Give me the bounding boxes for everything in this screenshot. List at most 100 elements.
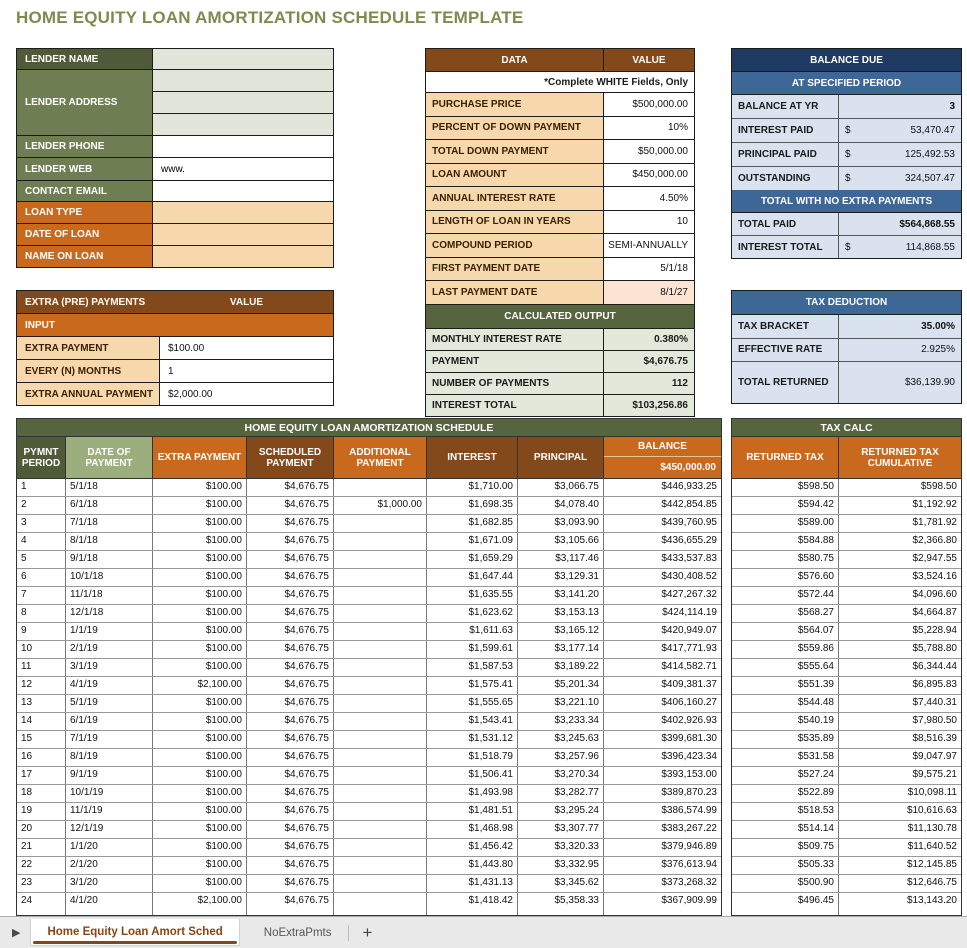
cell-additional-payment[interactable] — [334, 893, 427, 911]
cell-returned-tax[interactable]: $589.00 — [732, 515, 839, 532]
cell-scheduled-payment[interactable]: $4,676.75 — [247, 569, 334, 586]
cell-principal[interactable]: $3,295.24 — [518, 803, 604, 820]
cell-balance[interactable]: $417,771.93 — [661, 643, 717, 654]
cell-returned-tax[interactable]: $514.14 — [732, 821, 839, 838]
cell-additional-payment[interactable] — [334, 479, 427, 496]
cell-period[interactable]: 15 — [17, 731, 66, 748]
cell-returned-tax[interactable]: $568.27 — [732, 605, 839, 622]
cell-period[interactable]: 11 — [17, 659, 66, 676]
cell-date[interactable]: 6/1/18 — [66, 497, 153, 514]
cell-extra-payment[interactable]: $100.00 — [153, 785, 247, 802]
cell-balance[interactable]: $373,268.32 — [661, 877, 717, 888]
cell-additional-payment[interactable] — [334, 695, 427, 712]
cell-extra-payment[interactable]: $100.00 — [153, 497, 247, 514]
cell-extra-payment[interactable]: $100.00 — [153, 731, 247, 748]
cell-additional-payment[interactable] — [334, 731, 427, 748]
cell-date[interactable]: 11/1/18 — [66, 587, 153, 604]
cell-returned-tax-cumulative[interactable]: $8,516.39 — [912, 733, 958, 744]
cell-date[interactable]: 4/1/20 — [66, 893, 153, 911]
row-value-field[interactable]: 10 — [604, 210, 694, 233]
cell-interest[interactable]: $1,635.55 — [427, 587, 518, 604]
cell-scheduled-payment[interactable]: $4,676.75 — [247, 641, 334, 658]
cell-extra-payment[interactable]: $100.00 — [153, 659, 247, 676]
cell-principal[interactable]: $3,117.46 — [518, 551, 604, 568]
tab-home-equity-loan-amort-sched[interactable]: Home Equity Loan Amort Sched — [30, 919, 240, 946]
cell-returned-tax-cumulative[interactable]: $5,788.80 — [912, 643, 958, 654]
cell-period[interactable]: 23 — [17, 875, 66, 892]
cell-extra-payment[interactable]: $100.00 — [153, 803, 247, 820]
cell-interest[interactable]: $1,659.29 — [427, 551, 518, 568]
cell-period[interactable]: 9 — [17, 623, 66, 640]
cell-balance[interactable]: $439,760.95 — [661, 517, 717, 528]
cell-scheduled-payment[interactable]: $4,676.75 — [247, 875, 334, 892]
cell-interest[interactable]: $1,418.42 — [427, 893, 518, 911]
row-value-field[interactable]: $500,000.00 — [604, 93, 694, 116]
cell-returned-tax[interactable]: $559.86 — [732, 641, 839, 658]
cell-principal[interactable]: $3,257.96 — [518, 749, 604, 766]
cell-balance[interactable]: $427,267.32 — [661, 589, 717, 600]
cell-scheduled-payment[interactable]: $4,676.75 — [247, 713, 334, 730]
cell-returned-tax-cumulative[interactable]: $1,781.92 — [912, 517, 958, 528]
cell-returned-tax[interactable]: $531.58 — [732, 749, 839, 766]
cell-extra-payment[interactable]: $100.00 — [153, 479, 247, 496]
cell-date[interactable]: 7/1/19 — [66, 731, 153, 748]
cell-additional-payment[interactable]: $1,000.00 — [334, 497, 427, 514]
cell-period[interactable]: 17 — [17, 767, 66, 784]
cell-additional-payment[interactable] — [334, 569, 427, 586]
cell-date[interactable]: 11/1/19 — [66, 803, 153, 820]
cell-returned-tax[interactable]: $551.39 — [732, 677, 839, 694]
cell-scheduled-payment[interactable]: $4,676.75 — [247, 659, 334, 676]
cell-interest[interactable]: $1,698.35 — [427, 497, 518, 514]
cell-balance[interactable]: $406,160.27 — [661, 697, 717, 708]
cell-principal[interactable]: $3,189.22 — [518, 659, 604, 676]
cell-additional-payment[interactable] — [334, 713, 427, 730]
cell-returned-tax-cumulative[interactable]: $7,980.50 — [912, 715, 958, 726]
cell-principal[interactable]: $3,177.14 — [518, 641, 604, 658]
cell-principal[interactable]: $5,358.33 — [518, 893, 604, 911]
cell-balance[interactable]: $409,381.37 — [661, 679, 717, 690]
row-value[interactable]: $114,868.55 — [839, 236, 961, 258]
cell-additional-payment[interactable] — [334, 875, 427, 892]
cell-balance[interactable]: $402,926.93 — [661, 715, 717, 726]
cell-interest[interactable]: $1,518.79 — [427, 749, 518, 766]
name-on-loan-field[interactable] — [153, 246, 333, 267]
cell-interest[interactable]: $1,431.13 — [427, 875, 518, 892]
cell-additional-payment[interactable] — [334, 533, 427, 550]
cell-period[interactable]: 7 — [17, 587, 66, 604]
cell-extra-payment[interactable]: $100.00 — [153, 857, 247, 874]
cell-principal[interactable]: $3,270.34 — [518, 767, 604, 784]
cell-scheduled-payment[interactable]: $4,676.75 — [247, 533, 334, 550]
cell-period[interactable]: 21 — [17, 839, 66, 856]
cell-returned-tax-cumulative[interactable]: $12,145.85 — [906, 859, 957, 870]
cell-returned-tax[interactable]: $496.45 — [732, 893, 839, 911]
cell-balance[interactable]: $376,613.94 — [661, 859, 717, 870]
cell-additional-payment[interactable] — [334, 551, 427, 568]
row-value[interactable]: $324,507.47 — [839, 167, 961, 190]
cell-principal[interactable]: $3,165.12 — [518, 623, 604, 640]
row-value[interactable]: $36,139.90 — [839, 362, 961, 403]
date-of-loan-field[interactable] — [153, 224, 333, 245]
row-value-field[interactable]: $450,000.00 — [604, 163, 694, 186]
row-value-field[interactable]: 5/1/18 — [604, 257, 694, 280]
cell-extra-payment[interactable]: $100.00 — [153, 533, 247, 550]
cell-returned-tax-cumulative[interactable]: $13,143.20 — [906, 895, 957, 906]
cell-date[interactable]: 1/1/19 — [66, 623, 153, 640]
cell-principal[interactable]: $3,129.31 — [518, 569, 604, 586]
cell-date[interactable]: 10/1/19 — [66, 785, 153, 802]
cell-extra-payment[interactable]: $100.00 — [153, 641, 247, 658]
cell-period[interactable]: 24 — [17, 893, 66, 911]
cell-returned-tax-cumulative[interactable]: $5,228.94 — [912, 625, 958, 636]
cell-balance[interactable]: $446,933.25 — [661, 481, 717, 492]
row-value[interactable]: 112 — [604, 372, 694, 394]
cell-additional-payment[interactable] — [334, 785, 427, 802]
cell-extra-payment[interactable]: $100.00 — [153, 515, 247, 532]
cell-additional-payment[interactable] — [334, 515, 427, 532]
cell-returned-tax[interactable]: $522.89 — [732, 785, 839, 802]
cell-returned-tax-cumulative[interactable]: $10,098.11 — [907, 787, 957, 798]
cell-returned-tax-cumulative[interactable]: $7,440.31 — [912, 697, 958, 708]
cell-period[interactable]: 14 — [17, 713, 66, 730]
cell-date[interactable]: 10/1/18 — [66, 569, 153, 586]
cell-interest[interactable]: $1,682.85 — [427, 515, 518, 532]
cell-principal[interactable]: $3,345.62 — [518, 875, 604, 892]
cell-interest[interactable]: $1,456.42 — [427, 839, 518, 856]
